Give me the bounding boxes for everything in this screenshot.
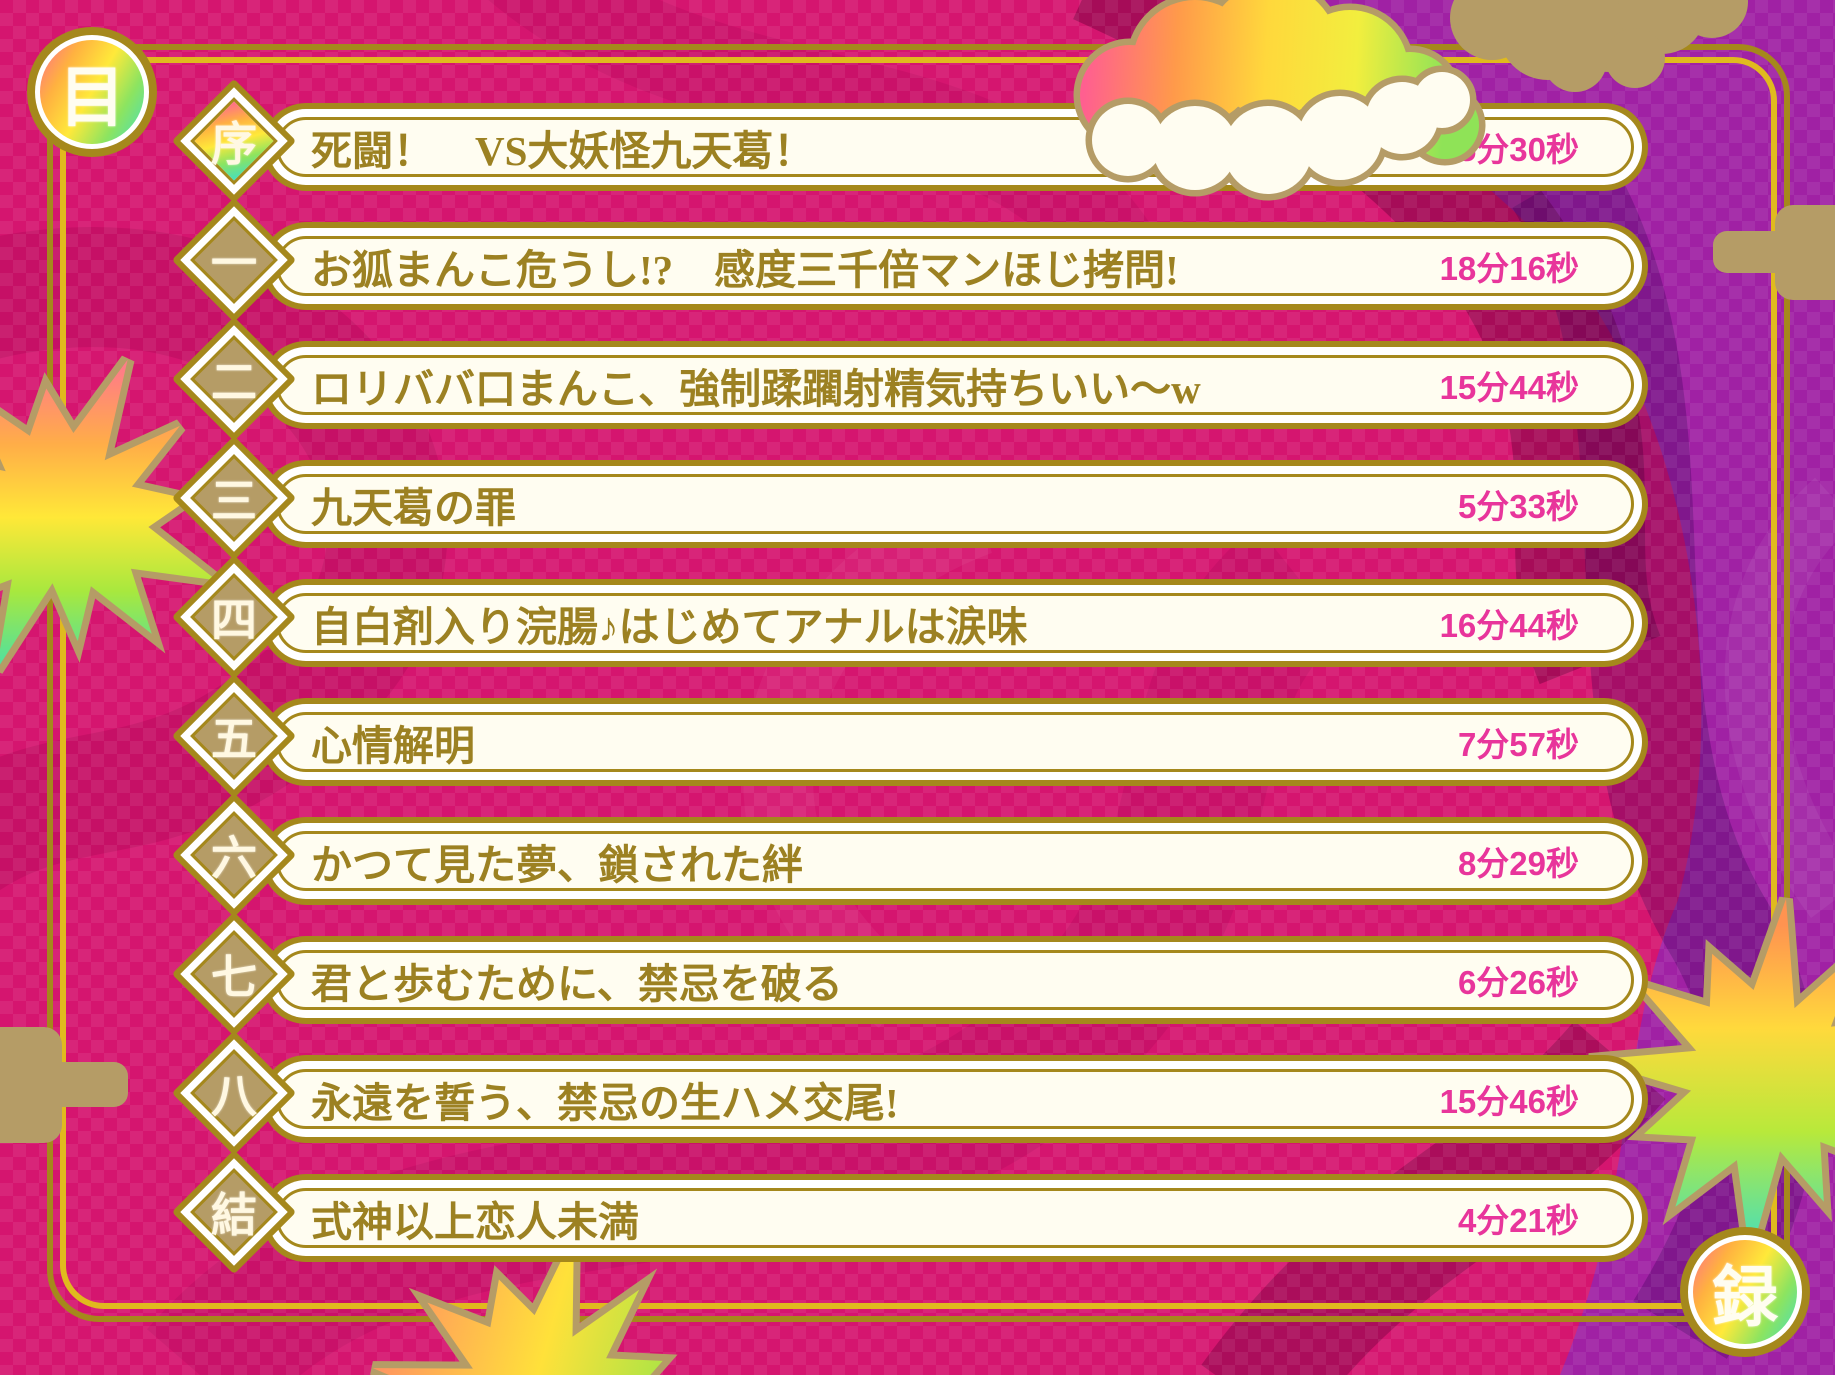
- toc-medallion-bottom-right: 録: [1680, 1227, 1810, 1357]
- track-row[interactable]: ロリババ口まんこ、強制蹂躙射精気持ちいい～w 15分44秒 二: [0, 316, 1835, 442]
- medallion-rainbow-fill: 目: [40, 40, 144, 144]
- track-badge: 七: [171, 911, 297, 1037]
- track-badge: 八: [171, 1030, 297, 1156]
- track-row[interactable]: 永遠を誓う、禁忌の生ハメ交尾! 15分46秒 八: [0, 1030, 1835, 1156]
- track-bar: お狐まんこ危うし!? 感度三千倍マンほじ拷問! 18分16秒: [262, 222, 1648, 310]
- track-title: かつて見た夢、鎖された絆: [311, 842, 803, 888]
- track-title: お狐まんこ危うし!? 感度三千倍マンほじ拷問!: [311, 247, 1179, 293]
- track-badge-kanji: 八: [211, 1071, 257, 1122]
- track-badge-kanji: 結: [211, 1190, 257, 1241]
- track-title: ロリババ口まんこ、強制蹂躙射精気持ちいい～w: [311, 366, 1201, 412]
- track-badge-kanji: 五: [211, 714, 257, 765]
- track-duration: 16分44秒: [1439, 607, 1579, 644]
- track-badge: 六: [171, 792, 297, 918]
- track-row[interactable]: お狐まんこ危うし!? 感度三千倍マンほじ拷問! 18分16秒 一: [0, 197, 1835, 323]
- track-bar: 式神以上恋人未満 4分21秒: [262, 1174, 1648, 1262]
- track-row[interactable]: 君と歩むために、禁忌を破る 6分26秒 七: [0, 911, 1835, 1037]
- track-bar: 自白剤入り浣腸♪はじめてアナルは涙味 16分44秒: [262, 579, 1648, 667]
- track-title: 君と歩むために、禁忌を破る: [311, 961, 843, 1007]
- track-row[interactable]: 心情解明 7分57秒 五: [0, 673, 1835, 799]
- medallion-kanji-me: 目: [59, 62, 125, 135]
- track-duration: 15分44秒: [1439, 369, 1579, 406]
- track-duration: 6分26秒: [1457, 964, 1579, 1001]
- track-row[interactable]: 式神以上恋人未満 4分21秒 結: [0, 1149, 1835, 1275]
- track-badge-kanji: 二: [211, 357, 257, 408]
- track-bar: ロリババ口まんこ、強制蹂躙射精気持ちいい～w 15分44秒: [262, 341, 1648, 429]
- track-badge: 序: [171, 78, 297, 204]
- track-bar: 九天葛の罪 5分33秒: [262, 460, 1648, 548]
- track-duration: 7分57秒: [1457, 726, 1579, 763]
- medallion-rainbow-fill: 録: [1693, 1240, 1797, 1344]
- track-badge-kanji: 六: [211, 833, 257, 884]
- track-title: 式神以上恋人未満: [311, 1199, 639, 1245]
- track-duration: 15分30秒: [1439, 131, 1579, 168]
- frame-outer-border: [47, 44, 1790, 1322]
- cloud-ornament-right-arm: [1713, 231, 1779, 273]
- track-title: 自白剤入り浣腸♪はじめてアナルは涙味: [311, 604, 1028, 650]
- track-badge: 結: [171, 1149, 297, 1275]
- track-row[interactable]: 九天葛の罪 5分33秒 三: [0, 435, 1835, 561]
- track-badge: 三: [171, 435, 297, 561]
- cloud-ornament-bottom-left-arm: [58, 1062, 128, 1107]
- track-duration: 5分33秒: [1457, 488, 1579, 525]
- track-badge: 五: [171, 673, 297, 799]
- track-badge-kanji: 四: [211, 595, 257, 646]
- cloud-ornament-bottom-left: [0, 1027, 62, 1143]
- track-duration: 4分21秒: [1457, 1202, 1579, 1239]
- track-row[interactable]: 自白剤入り浣腸♪はじめてアナルは涙味 16分44秒 四: [0, 554, 1835, 680]
- track-badge-kanji: 序: [211, 119, 257, 170]
- track-bar: 死闘！ VS大妖怪九天葛！ 15分30秒: [262, 103, 1648, 191]
- frame-inner-border: [60, 57, 1777, 1309]
- track-row[interactable]: 死闘！ VS大妖怪九天葛！ 15分30秒 序: [0, 78, 1835, 204]
- track-badge-kanji: 一: [211, 238, 257, 289]
- track-badge: 二: [171, 316, 297, 442]
- track-title: 死闘！ VS大妖怪九天葛！: [311, 128, 815, 174]
- track-title: 永遠を誓う、禁忌の生ハメ交尾!: [311, 1080, 899, 1126]
- track-bar: かつて見た夢、鎖された絆 8分29秒: [262, 817, 1648, 905]
- track-row[interactable]: かつて見た夢、鎖された絆 8分29秒 六: [0, 792, 1835, 918]
- toc-medallion-top-left: 目: [27, 27, 157, 157]
- track-title: 心情解明: [311, 723, 475, 769]
- track-duration: 8分29秒: [1457, 845, 1579, 882]
- track-title: 九天葛の罪: [311, 485, 516, 531]
- track-badge: 一: [171, 197, 297, 323]
- track-badge-kanji: 三: [211, 476, 257, 527]
- track-badge-kanji: 七: [211, 952, 257, 1003]
- track-duration: 18分16秒: [1439, 250, 1579, 287]
- medallion-kanji-roku: 録: [1712, 1262, 1778, 1335]
- cloud-ornament-right: [1775, 205, 1835, 300]
- track-bar: 永遠を誓う、禁忌の生ハメ交尾! 15分46秒: [262, 1055, 1648, 1143]
- track-badge: 四: [171, 554, 297, 680]
- track-bar: 君と歩むために、禁忌を破る 6分26秒: [262, 936, 1648, 1024]
- track-duration: 15分46秒: [1439, 1083, 1579, 1120]
- track-bar: 心情解明 7分57秒: [262, 698, 1648, 786]
